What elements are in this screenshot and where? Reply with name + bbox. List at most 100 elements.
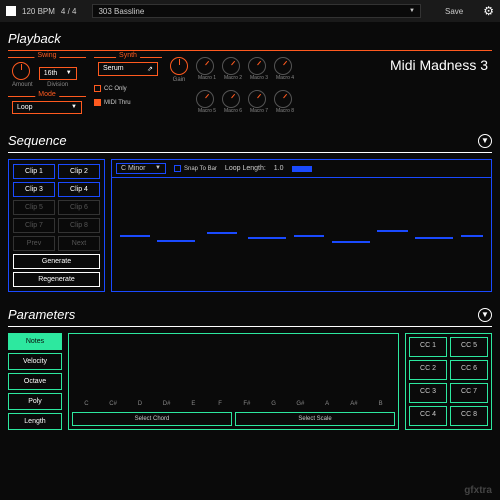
clip-action-button[interactable]: Generate	[13, 254, 100, 269]
macro-label: Macro 4	[274, 75, 296, 81]
cc-only-row[interactable]: CC Only	[94, 85, 162, 92]
scale-dropdown[interactable]: C Minor▼	[116, 163, 166, 174]
division-label: Division	[39, 82, 77, 88]
midi-note[interactable]	[461, 235, 484, 237]
scale-value: C Minor	[121, 165, 146, 172]
macro-knob[interactable]	[222, 57, 240, 75]
note-column[interactable]: E	[181, 399, 206, 407]
collapse-icon[interactable]: ▼	[478, 134, 492, 148]
macro-knob[interactable]	[196, 57, 214, 75]
playback-panel: Playback Swing Amount 16th▼ Division	[8, 27, 492, 124]
note-column[interactable]: C#	[101, 399, 126, 407]
macro-label: Macro 5	[196, 108, 218, 114]
cc-button[interactable]: CC 2	[409, 360, 447, 380]
midi-thru-row[interactable]: MIDI Thru	[94, 99, 162, 106]
note-column[interactable]: A#	[342, 399, 367, 407]
clip-action-button[interactable]: Prev	[13, 236, 55, 251]
clip-button[interactable]: Clip 3	[13, 182, 55, 197]
parameters-title: Parameters	[8, 307, 75, 322]
note-column[interactable]: F#	[235, 399, 260, 407]
macro-knob[interactable]	[248, 57, 266, 75]
cc-button[interactable]: CC 3	[409, 383, 447, 403]
brand-title: Midi Madness 3	[390, 57, 492, 118]
loop-length-slider[interactable]	[292, 166, 312, 172]
topbar: 120 BPM 4 / 4 303 Bassline ▼ Save ⚙	[0, 0, 500, 22]
cc-button[interactable]: CC 8	[450, 406, 488, 426]
timesig-display: 4 / 4	[61, 7, 77, 16]
midi-note[interactable]	[415, 237, 453, 239]
midi-note[interactable]	[377, 230, 407, 232]
snap-row[interactable]: Snap To Bar	[174, 165, 217, 172]
clip-action-button[interactable]: Regenerate	[13, 272, 100, 287]
cc-button[interactable]: CC 6	[450, 360, 488, 380]
param-tab[interactable]: Velocity	[8, 353, 62, 370]
note-column[interactable]: F	[208, 399, 233, 407]
clip-button[interactable]: Clip 7	[13, 218, 55, 233]
note-column[interactable]: D#	[154, 399, 179, 407]
synth-dropdown[interactable]: Serum⇗	[98, 62, 158, 76]
clip-button[interactable]: Clip 5	[13, 200, 55, 215]
cc-button[interactable]: CC 7	[450, 383, 488, 403]
select-scale-button[interactable]: Select Scale	[235, 412, 395, 426]
clip-button[interactable]: Clip 8	[58, 218, 100, 233]
param-tab[interactable]: Octave	[8, 373, 62, 390]
note-column[interactable]: B	[368, 399, 393, 407]
select-chord-button[interactable]: Select Chord	[72, 412, 232, 426]
midi-note[interactable]	[294, 235, 324, 237]
gear-icon[interactable]: ⚙	[483, 4, 494, 18]
macro-knob[interactable]	[222, 90, 240, 108]
param-tab[interactable]: Poly	[8, 393, 62, 410]
midi-note[interactable]	[207, 232, 237, 234]
cc-grid: CC 1CC 5CC 2CC 6CC 3CC 7CC 4CC 8	[405, 333, 492, 430]
clip-button[interactable]: Clip 1	[13, 164, 55, 179]
swing-amount-knob[interactable]	[12, 62, 30, 80]
sequence-panel: Sequence ▼ Clip 1Clip 2Clip 3Clip 4Clip …	[8, 129, 492, 298]
preset-value: 303 Bassline	[98, 7, 144, 16]
macro-label: Macro 2	[222, 75, 244, 81]
midi-note[interactable]	[332, 241, 370, 243]
param-tab[interactable]: Notes	[8, 333, 62, 350]
collapse-icon[interactable]: ▼	[478, 308, 492, 322]
midi-thru-label: MIDI Thru	[104, 100, 131, 106]
division-dropdown[interactable]: 16th▼	[39, 67, 77, 80]
mode-dropdown[interactable]: Loop▼	[12, 101, 82, 114]
note-chart[interactable]: CC#DD#EFF#GG#AA#B	[72, 337, 395, 409]
clip-button[interactable]: Clip 4	[58, 182, 100, 197]
parameters-body: Notes Velocity Octave Poly Length CC#DD#EFF#…	[8, 327, 492, 436]
clip-action-button[interactable]: Next	[58, 236, 100, 251]
bpm-display: 120 BPM	[22, 7, 55, 16]
playback-title: Playback	[8, 27, 492, 51]
macro-knob[interactable]	[196, 90, 214, 108]
synth-label: Synth	[116, 52, 140, 59]
clip-button[interactable]: Clip 6	[58, 200, 100, 215]
note-column[interactable]: G	[261, 399, 286, 407]
midi-note[interactable]	[157, 240, 195, 242]
cc-button[interactable]: CC 1	[409, 337, 447, 357]
note-column[interactable]: A	[315, 399, 340, 407]
note-column[interactable]: G#	[288, 399, 313, 407]
midi-note[interactable]	[248, 237, 286, 239]
macro-knob[interactable]	[248, 90, 266, 108]
save-button[interactable]: Save	[437, 5, 471, 18]
snap-label: Snap To Bar	[184, 166, 217, 172]
macro-knob[interactable]	[274, 90, 292, 108]
cc-only-label: CC Only	[104, 86, 127, 92]
macro-label: Macro 8	[274, 108, 296, 114]
cc-button[interactable]: CC 5	[450, 337, 488, 357]
snap-checkbox[interactable]	[174, 165, 181, 172]
sequence-title-row: Sequence ▼	[8, 129, 492, 153]
macro-knob[interactable]	[274, 57, 292, 75]
gain-knob[interactable]	[170, 57, 188, 75]
preset-dropdown[interactable]: 303 Bassline ▼	[92, 4, 421, 18]
note-column[interactable]: D	[128, 399, 153, 407]
midi-note[interactable]	[120, 235, 150, 237]
clip-button[interactable]: Clip 2	[58, 164, 100, 179]
cc-only-checkbox[interactable]	[94, 85, 101, 92]
midi-thru-checkbox[interactable]	[94, 99, 101, 106]
playback-body: Swing Amount 16th▼ Division Mode	[8, 51, 492, 124]
cc-button[interactable]: CC 4	[409, 406, 447, 426]
param-tab[interactable]: Length	[8, 413, 62, 430]
stop-button[interactable]	[6, 6, 16, 16]
note-column[interactable]: C	[74, 399, 99, 407]
sequence-canvas[interactable]	[112, 178, 491, 291]
